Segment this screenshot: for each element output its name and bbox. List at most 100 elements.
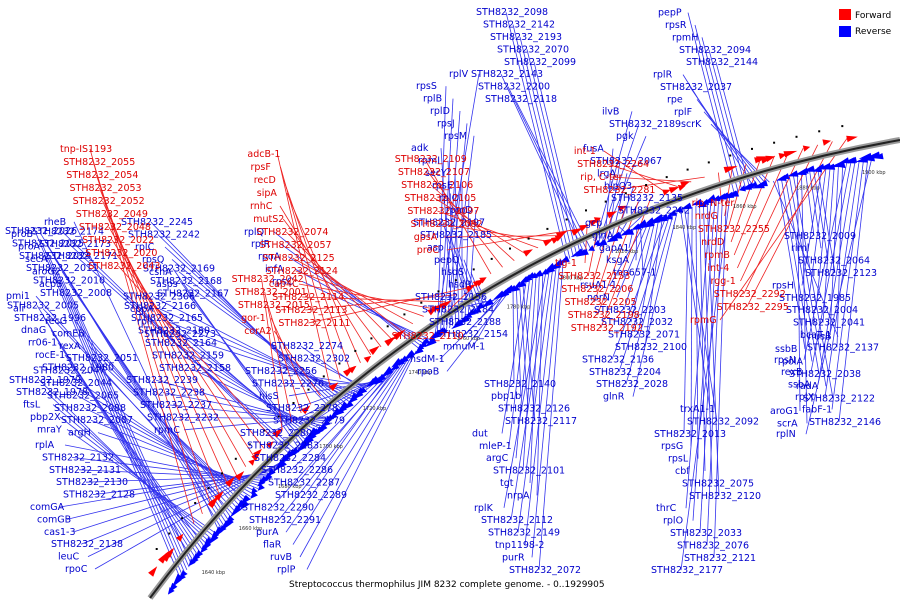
reverse-gene-arrow [195, 550, 204, 559]
reverse-gene-label: pepP [658, 8, 682, 19]
forward-gene-label: STH8232_2020 [85, 248, 157, 259]
forward-leader-line [105, 213, 238, 477]
forward-gene-label: STH8232_2292 [714, 289, 786, 300]
forward-gene-label: STH8232_2043 [88, 261, 160, 272]
reverse-gene-label: tnp1198-2 [495, 540, 544, 551]
forward-leader-line [114, 252, 265, 449]
reverse-gene-label: STH8232_2013 [654, 429, 726, 440]
reverse-gene-label: STH8232_2118 [485, 94, 557, 105]
marker-dot [234, 457, 237, 460]
forward-gene-label: STH8232_2107 [398, 167, 470, 178]
reverse-gene-arrow [330, 407, 342, 418]
reverse-gene-label: rplR [653, 70, 673, 81]
reverse-leader-line [803, 162, 848, 360]
reverse-gene-label: STH8232_2149 [488, 528, 560, 539]
reverse-leader-line [470, 272, 485, 307]
reverse-gene-label: STH8232_2008 [40, 288, 112, 299]
reverse-gene-label: STH8232_2276 [252, 378, 324, 389]
reverse-gene-label: rplV [449, 69, 469, 80]
reverse-gene-label: STH8232_2291 [249, 515, 321, 526]
tick-labels: 1640 kbp 1660 kbp 1680 kbp 1700 kbp 1720 kbp… [202, 170, 886, 576]
reverse-gene-label: STH8232_2154 [436, 329, 508, 340]
tick-label: 1800 kbp [560, 276, 584, 282]
reverse-leader-line [503, 270, 547, 508]
forward-gene-arrow [571, 227, 584, 236]
reverse-gene-label: STH8232_2123 [805, 268, 877, 279]
forward-gene-arrow [165, 547, 175, 558]
reverse-gene-label: STH8232_2138 [51, 539, 123, 550]
reverse-gene-label: STH8232_2067 [590, 156, 662, 167]
forward-gene-arrow [822, 139, 832, 146]
reverse-leader-line [173, 333, 362, 394]
forward-gene-label: STH8232_2049 [76, 209, 148, 220]
reverse-gene-arrow [858, 152, 872, 160]
reverse-leader-line [55, 268, 188, 571]
leader-lines [34, 12, 873, 579]
reverse-gene-label: ruvB [270, 552, 292, 563]
forward-gene-arrow [234, 471, 245, 481]
forward-gene-label: STH8232_2001 [235, 287, 307, 298]
forward-leader-line [740, 148, 804, 282]
reverse-gene-label: STH8232_2009 [784, 231, 856, 242]
reverse-leader-line [514, 98, 591, 249]
reverse-gene-label: riml [791, 243, 809, 254]
reverse-gene-arrow [615, 232, 623, 239]
reverse-gene-label: nusB [808, 332, 832, 343]
forward-leader-line [587, 218, 601, 277]
reverse-gene-label: hisS [259, 391, 279, 402]
legend-reverse-swatch [839, 26, 851, 37]
reverse-gene-label: rpoC [65, 564, 88, 575]
reverse-gene-label: STH8232_2165 [131, 313, 203, 324]
reverse-leader-line [831, 159, 864, 410]
reverse-gene-label: STH8232_2142 [483, 20, 555, 31]
reverse-gene-arrow [391, 363, 400, 371]
reverse-gene-label: lrgA [597, 168, 616, 179]
reverse-leader-line [817, 169, 836, 274]
forward-gene-arrow [265, 441, 274, 449]
reverse-leader-line [637, 219, 659, 335]
reverse-gene-label: rplD [430, 106, 450, 117]
reverse-leader-line [510, 268, 550, 521]
reverse-gene-label: STH8232_1985 [779, 293, 851, 304]
forward-leader-line [277, 153, 331, 388]
forward-gene-label: gpsA [414, 232, 438, 243]
reverse-gene-arrow [168, 582, 178, 593]
reverse-gene-label: STH8232_2004 [786, 305, 858, 316]
forward-gene-label: STH8232_2198 [568, 310, 640, 321]
reverse-gene-label: STH8232_2088 [54, 403, 126, 414]
reverse-leader-line [512, 288, 515, 384]
forward-gene-label: proC [417, 245, 440, 256]
reverse-gene-label: STH8232_2280 [240, 428, 312, 439]
reverse-leader-line [684, 209, 718, 422]
reverse-gene-label: STH8232_2173 [39, 239, 111, 250]
forward-gene-label: STH8232_2042 [232, 274, 304, 285]
reverse-gene-label: rpsQ [142, 254, 164, 265]
reverse-leader-line [301, 281, 432, 341]
forward-leader-line [298, 283, 435, 310]
reverse-gene-arrow [206, 536, 213, 544]
reverse-gene-arrow [493, 290, 506, 300]
reverse-gene-label: STH8232_2128 [63, 490, 135, 501]
forward-leader-line [302, 296, 446, 303]
reverse-gene-label: rpsH [772, 280, 794, 291]
reverse-gene-label: STH8232_2135 [611, 193, 683, 204]
marker-dot [624, 192, 627, 195]
reverse-leader-line [690, 206, 693, 447]
marker-dot [565, 218, 568, 221]
reverse-gene-label: rplA [35, 440, 55, 451]
reverse-leader-line [785, 177, 820, 374]
reverse-gene-label: STH8232_2204 [589, 367, 661, 378]
reverse-gene-label: polA [782, 356, 803, 367]
reverse-gene-label: STH8232_2024 [19, 251, 91, 262]
reverse-gene-label: STH8232_2189 [609, 119, 681, 130]
reverse-gene-label: rplC [135, 242, 155, 253]
forward-gene-label: STH8232_2082 [411, 219, 483, 230]
reverse-leader-line [593, 111, 633, 248]
forward-gene-label: STH8232_2255 [698, 224, 770, 235]
reverse-gene-label: STH8232_1996 [14, 313, 86, 324]
reverse-leader-line [526, 49, 578, 256]
marker-dot [490, 257, 493, 260]
forward-gene-label: STH8232_2052 [73, 196, 145, 207]
reverse-gene-label: hsdS [441, 267, 464, 278]
reverse-gene-arrow [290, 447, 300, 456]
